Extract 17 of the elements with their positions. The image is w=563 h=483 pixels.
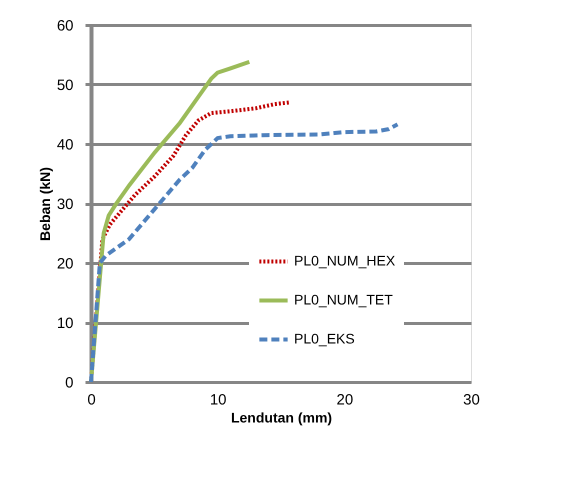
y-axis-title: Beban (kN)	[36, 167, 53, 241]
legend-label: PL0_NUM_TET	[294, 292, 394, 308]
x-axis-title: Lendutan (mm)	[230, 410, 332, 426]
y-tick-label: 30	[56, 196, 74, 213]
x-tick-label: 0	[87, 392, 96, 408]
y-tick-label: 60	[56, 18, 74, 34]
line-series	[89, 122, 400, 384]
x-tick-label: 20	[336, 392, 354, 408]
x-tick-label: 30	[463, 392, 480, 408]
y-tick-label: 40	[56, 136, 74, 154]
y-tick-label: 0	[65, 374, 74, 392]
y-tick-label: 10	[56, 315, 74, 332]
y-tick-label: 20	[56, 256, 74, 272]
legend-label: PL0_NUM_HEX	[294, 252, 396, 268]
legend-label: PL0_EKS	[294, 330, 355, 346]
x-tick-label: 10	[210, 392, 227, 408]
y-tick-label: 50	[56, 77, 74, 94]
